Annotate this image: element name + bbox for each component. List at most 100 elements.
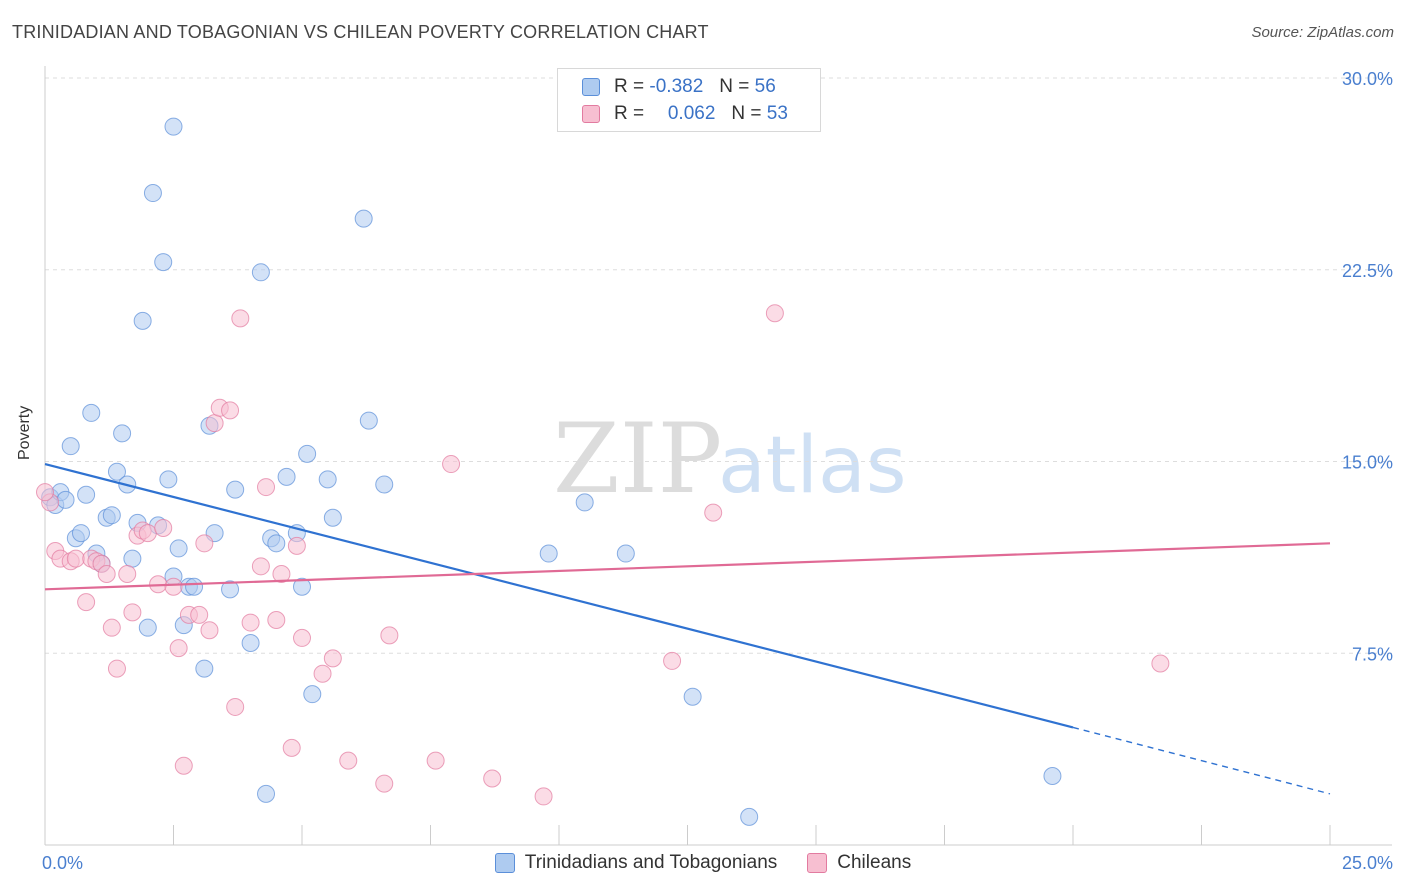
points-layer (36, 117, 1170, 826)
trinidadian-point (1043, 766, 1062, 785)
trinidadian-point (293, 577, 311, 596)
tick-labels: 7.5% 15.0% 22.5% 30.0% 0.0% 25.0% (42, 69, 1393, 873)
trinidadian-point (107, 462, 126, 481)
trinidadian-point (375, 475, 394, 494)
chilean-point (287, 536, 306, 555)
chilean-point (323, 649, 342, 668)
legend-swatch-chilean (807, 853, 828, 873)
trinidadian-point (251, 263, 270, 282)
chilean-point (118, 564, 137, 583)
trinidadian-point (575, 493, 594, 512)
legend-r-value: 0.062 (667, 103, 716, 124)
chart-title: TRINIDADIAN AND TOBAGONIAN VS CHILEAN PO… (12, 22, 709, 42)
trinidadian-point (323, 508, 342, 527)
trinidadian-point (102, 506, 121, 525)
trinidadian-point (226, 480, 245, 499)
trinidadian-point (123, 549, 142, 568)
chilean-point (257, 478, 276, 497)
trinidadian-point (138, 618, 157, 637)
chilean-point (36, 483, 54, 502)
trinidadian-point (221, 580, 240, 599)
chilean-point (251, 557, 270, 576)
trinidadian-point (616, 544, 635, 563)
chilean-point (534, 787, 553, 806)
chilean-trend-line (44, 542, 1331, 591)
chilean-point (339, 751, 358, 770)
chilean-point (375, 774, 394, 793)
chilean-point (272, 564, 291, 583)
stats-legend: R = -0.382 N = 56 R = 0.062 N = 53 (557, 68, 821, 132)
y-tick-label: 15.0% (1342, 453, 1393, 473)
trinidadian-trend-line-extension (1072, 726, 1331, 795)
trinidadian-point (164, 117, 183, 136)
chilean-point (1151, 654, 1170, 673)
chilean-point (190, 605, 209, 624)
trinidadian-point (257, 784, 276, 803)
trinidadian-point (185, 577, 204, 596)
chilean-point (282, 738, 301, 757)
chilean-point (663, 651, 682, 670)
chilean-point (97, 564, 116, 583)
trinidadian-point (539, 544, 558, 563)
legend-r-label: R = (614, 103, 645, 124)
trinidadian-point (169, 539, 188, 558)
trinidadian-point (241, 634, 260, 653)
trinidadian-point (683, 687, 702, 706)
trinidadian-point (159, 470, 178, 489)
trinidadian-point (318, 470, 337, 489)
chilean-point (267, 611, 286, 630)
chilean-point (138, 524, 157, 543)
chilean-point (195, 534, 214, 553)
legend-n-value: 56 (754, 76, 776, 97)
legend-item-trinidadian: Trinidadians and Tobagonians (494, 852, 778, 874)
chilean-point (426, 751, 445, 770)
series-legend: Trinidadians and Tobagonians Chileans (0, 852, 1406, 874)
legend-r-value: -0.382 (649, 76, 704, 97)
chilean-point (66, 549, 85, 568)
chilean-point (380, 626, 399, 645)
grid-lines (45, 77, 1392, 654)
legend-n-label: N = (719, 76, 750, 97)
legend-swatch-trinidadian (494, 853, 515, 873)
trinidadian-point (133, 311, 152, 330)
trinidadian-point (303, 685, 322, 704)
chilean-point (107, 659, 126, 678)
chilean-point (174, 756, 193, 775)
y-tick-label: 7.5% (1352, 644, 1393, 664)
legend-item-chilean: Chileans (807, 852, 911, 874)
chilean-point (293, 628, 311, 647)
chilean-point (313, 664, 332, 683)
chilean-point (200, 621, 219, 640)
trinidadian-point (267, 534, 286, 553)
legend-swatch-chilean (582, 105, 600, 123)
chilean-point (483, 769, 502, 788)
chilean-point (205, 414, 224, 433)
trinidadian-trend-line (44, 462, 1074, 729)
trinidadian-point (61, 437, 80, 456)
legend-label-trinidadian: Trinidadians and Tobagonians (524, 852, 778, 873)
trinidadian-point (56, 490, 75, 509)
x-tick-label-min: 0.0% (42, 853, 83, 873)
chilean-point (442, 455, 461, 474)
chilean-point (704, 503, 723, 522)
trend-layer (44, 462, 1331, 795)
trinidadian-point (154, 253, 173, 272)
chilean-point (765, 304, 784, 323)
chilean-point (102, 618, 121, 637)
legend-n-label: N = (731, 103, 762, 124)
trinidadian-point (359, 411, 378, 430)
trinidadian-point (277, 467, 296, 486)
chart-source: Source: ZipAtlas.com (1251, 24, 1394, 41)
chilean-point (231, 309, 250, 328)
trinidadian-point (143, 184, 162, 203)
trinidadian-point (77, 485, 96, 504)
chilean-point (226, 697, 245, 716)
x-tick-label-max: 25.0% (1342, 853, 1393, 873)
trinidadian-point (354, 209, 373, 228)
legend-row-chilean: R = 0.062 N = 53 (582, 101, 788, 127)
trinidadian-point (82, 403, 101, 422)
trinidadian-point (298, 444, 317, 463)
legend-n-value: 53 (766, 103, 788, 124)
